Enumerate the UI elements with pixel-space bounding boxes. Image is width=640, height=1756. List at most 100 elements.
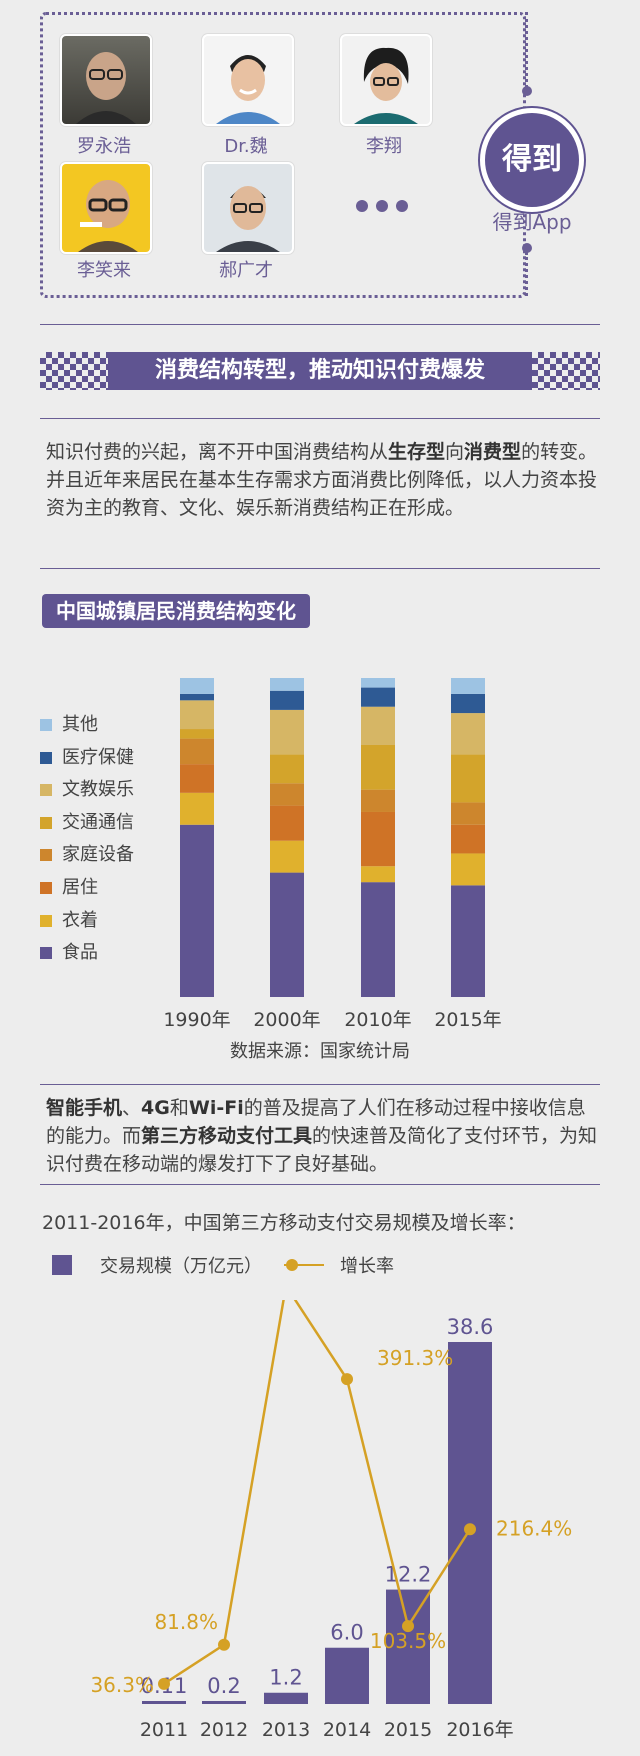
avatar-haoguangcai xyxy=(202,162,294,254)
x-tick-label: 2016年 xyxy=(446,1719,513,1741)
legend-item: 食品 xyxy=(40,941,98,965)
connector-line-bottom xyxy=(525,252,528,296)
legend-swatch xyxy=(40,882,52,894)
chart1-title: 中国城镇居民消费结构变化 xyxy=(42,594,310,628)
divider xyxy=(40,1184,600,1185)
bar-segment xyxy=(180,729,214,739)
legend-bar-swatch xyxy=(52,1255,72,1275)
bar-segment xyxy=(180,700,214,730)
legend-item: 居住 xyxy=(40,876,98,900)
divider xyxy=(40,324,600,325)
bar-segment xyxy=(180,738,214,765)
legend-item: 衣着 xyxy=(40,909,98,933)
bar-segment xyxy=(270,840,304,873)
legend-swatch xyxy=(40,947,52,960)
divider xyxy=(40,418,600,419)
avatar-lixiang xyxy=(340,34,432,126)
legend-label: 衣着 xyxy=(62,909,98,931)
payment-bar xyxy=(142,1701,186,1704)
growth-value-label: 103.5% xyxy=(370,1629,446,1653)
chart2-legend: 交易规模（万亿元） 增长率 xyxy=(52,1250,452,1280)
growth-value-label: 391.3% xyxy=(377,1346,453,1370)
avatar-lixiaolai xyxy=(60,162,152,254)
legend-item: 文教娱乐 xyxy=(40,778,134,802)
bar-segment xyxy=(451,678,485,694)
bar-segment xyxy=(270,754,304,784)
bar-segment xyxy=(270,872,304,997)
bar-segment xyxy=(451,853,485,886)
bar-segment xyxy=(451,713,485,755)
connector-dot-top xyxy=(522,86,532,96)
avatar-wei xyxy=(202,34,294,126)
bar-segment xyxy=(180,693,214,701)
app-label: 得到App xyxy=(492,210,572,234)
source-note: 数据来源：国家统计局 xyxy=(230,1041,410,1062)
legend-label: 医疗保健 xyxy=(62,746,134,768)
legend-label: 家庭设备 xyxy=(62,844,134,866)
bar-segment xyxy=(361,678,395,688)
person-name: 李笑来 xyxy=(77,260,131,281)
x-tick-label: 2015 xyxy=(384,1719,432,1741)
bar-value-label: 0.2 xyxy=(207,1674,240,1698)
bar-segment xyxy=(270,709,304,755)
legend-swatch xyxy=(40,914,52,927)
bar-segment xyxy=(361,882,395,997)
x-tick-label: 2010年 xyxy=(344,1009,411,1031)
legend-bar-label: 交易规模（万亿元） xyxy=(100,1256,262,1277)
legend-line-label: 增长率 xyxy=(340,1256,394,1277)
bar-value-label: 1.2 xyxy=(269,1666,302,1690)
growth-point xyxy=(402,1620,414,1633)
legend-line-dot xyxy=(286,1259,298,1271)
growth-point xyxy=(158,1677,170,1690)
legend-label: 交通通信 xyxy=(62,811,134,833)
bar-segment xyxy=(270,678,304,691)
checker-pattern-right xyxy=(532,352,600,390)
connector-dot-bottom xyxy=(522,243,532,253)
connector-line-top xyxy=(525,12,528,88)
bar-segment xyxy=(270,805,304,841)
growth-value-label: 81.8% xyxy=(154,1610,218,1634)
dedao-logo: 得到 xyxy=(480,108,584,212)
legend-item: 交通通信 xyxy=(40,811,134,835)
legend-item: 家庭设备 xyxy=(40,843,134,867)
legend-swatch xyxy=(40,719,52,731)
chart2-title: 2011-2016年，中国第三方移动支付交易规模及增长率： xyxy=(42,1212,526,1234)
bar-segment xyxy=(270,783,304,806)
growth-point xyxy=(464,1523,476,1536)
payment-bar xyxy=(264,1692,308,1704)
bar-segment xyxy=(361,706,395,745)
x-tick-label: 2011 xyxy=(140,1719,188,1741)
person-name: 罗永浩 xyxy=(77,136,131,157)
person-name: 郝广才 xyxy=(219,260,273,281)
growth-point xyxy=(218,1638,230,1651)
growth-value-label: 216.4% xyxy=(496,1516,572,1540)
divider xyxy=(40,1084,600,1085)
more-dots-icon xyxy=(356,200,412,212)
bar-segment xyxy=(451,693,485,714)
bar-segment xyxy=(361,811,395,867)
legend-item: 医疗保健 xyxy=(40,746,134,770)
bar-segment xyxy=(361,866,395,883)
mobile-payment-chart: 0.1120110.220121.220136.0201412.2201538.… xyxy=(90,1300,572,1741)
growth-point xyxy=(341,1373,353,1386)
bar-segment xyxy=(451,885,485,997)
bar-segment xyxy=(361,744,395,790)
bar-segment xyxy=(180,678,214,694)
bar-segment xyxy=(180,792,214,825)
bar-segment xyxy=(180,824,214,997)
legend-item: 其他 xyxy=(40,713,98,737)
bar-segment xyxy=(451,824,485,854)
legend-label: 居住 xyxy=(62,877,98,898)
bar-segment xyxy=(451,754,485,803)
x-tick-label: 2015年 xyxy=(434,1009,501,1031)
legend-line-swatch xyxy=(284,1264,324,1266)
checker-pattern-left xyxy=(40,352,108,390)
legend-swatch xyxy=(40,816,52,829)
legend-swatch xyxy=(40,849,52,862)
bar-value-label: 12.2 xyxy=(385,1563,432,1587)
x-tick-label: 1990年 xyxy=(163,1009,230,1031)
person-name: 李翔 xyxy=(366,136,402,157)
bar-segment xyxy=(451,802,485,825)
payment-bar xyxy=(202,1701,246,1704)
